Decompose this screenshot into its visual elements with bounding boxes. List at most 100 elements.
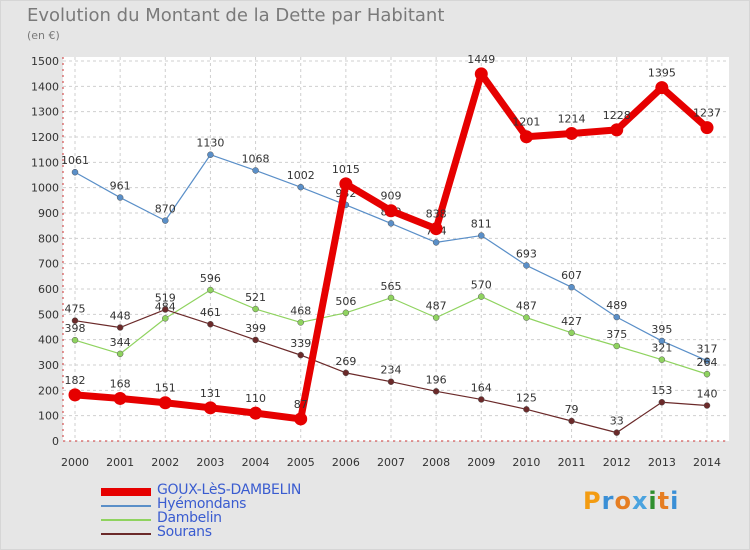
data-point (162, 217, 169, 224)
data-point (297, 319, 304, 326)
data-point (249, 406, 263, 420)
legend-swatch (101, 505, 151, 507)
data-label: 164 (471, 381, 492, 394)
data-label: 489 (606, 299, 627, 312)
data-label: 811 (471, 218, 492, 231)
data-point (432, 314, 440, 321)
x-tick-label: 2014 (693, 456, 721, 469)
data-label: 395 (651, 323, 672, 336)
data-point (429, 222, 443, 236)
data-label: 1015 (332, 163, 360, 176)
chart-unit-subtitle: (en €) (27, 29, 60, 42)
data-point (294, 412, 308, 426)
data-point (478, 396, 485, 403)
data-point (613, 429, 620, 436)
data-point (432, 388, 440, 395)
data-label: 1237 (693, 107, 721, 120)
data-point (252, 167, 259, 174)
legend-label: Hyémondans (157, 496, 247, 512)
data-label: 1214 (558, 112, 586, 125)
data-point (478, 232, 485, 239)
y-tick-label: 1400 (31, 80, 59, 93)
legend-swatch (101, 533, 151, 535)
data-point (113, 391, 127, 405)
data-label: 264 (697, 356, 718, 369)
x-tick-label: 2011 (558, 456, 586, 469)
data-point (568, 283, 575, 291)
legend-swatch (101, 519, 151, 521)
data-label: 870 (155, 203, 176, 216)
data-label: 375 (606, 328, 627, 341)
data-point (703, 370, 711, 378)
data-point (71, 317, 79, 324)
y-tick-label: 1200 (31, 131, 59, 144)
data-point (252, 305, 259, 313)
data-point (207, 286, 214, 294)
legend-label: GOUX-LèS-DAMBELIN (157, 482, 302, 498)
data-label: 961 (110, 180, 131, 193)
data-label: 838 (426, 208, 447, 221)
proxiti-logo: Proxiti (583, 487, 679, 515)
data-point (523, 406, 530, 413)
data-label: 79 (565, 403, 579, 416)
y-tick-label: 100 (38, 410, 59, 423)
y-tick-label: 0 (52, 435, 59, 448)
data-label: 1068 (242, 152, 270, 165)
data-point (703, 357, 711, 364)
x-tick-label: 2007 (377, 456, 405, 469)
y-tick-label: 1500 (31, 55, 59, 68)
data-point (116, 350, 124, 358)
x-tick-label: 2003 (196, 456, 224, 469)
y-tick-label: 300 (38, 359, 59, 372)
data-label: 33 (610, 415, 624, 428)
data-point (523, 262, 530, 269)
y-tick-label: 800 (38, 232, 59, 245)
data-point (568, 417, 575, 425)
data-point (384, 204, 398, 218)
data-point (610, 123, 624, 137)
data-label: 519 (155, 292, 176, 305)
y-tick-label: 200 (38, 384, 59, 397)
data-point (478, 293, 485, 300)
data-label: 131 (200, 387, 221, 400)
y-tick-label: 1100 (31, 156, 59, 169)
data-point (207, 151, 214, 158)
data-point (162, 315, 169, 322)
data-label: 565 (381, 280, 402, 293)
data-point (655, 81, 669, 95)
data-label: 196 (426, 373, 447, 386)
data-label: 448 (110, 310, 131, 323)
y-tick-label: 1000 (31, 182, 59, 195)
data-point (71, 336, 79, 344)
x-tick-label: 2002 (151, 456, 179, 469)
x-tick-label: 2012 (603, 456, 631, 469)
data-label: 110 (245, 392, 266, 405)
data-label: 1395 (648, 67, 676, 80)
data-point (474, 67, 488, 81)
data-label: 487 (516, 300, 537, 313)
logo-letter: x (631, 487, 649, 515)
x-tick-label: 2004 (242, 456, 270, 469)
plot-area (63, 57, 729, 441)
data-label: 1130 (196, 137, 224, 150)
data-label: 344 (110, 336, 131, 349)
legend-label: Dambelin (157, 510, 222, 526)
data-label: 182 (65, 374, 86, 387)
data-label: 269 (335, 355, 356, 368)
data-point (71, 168, 79, 176)
data-point (252, 336, 259, 344)
data-label: 521 (245, 291, 266, 304)
data-point (658, 356, 666, 363)
data-label: 1201 (512, 116, 540, 129)
data-point (432, 239, 440, 246)
data-label: 153 (651, 384, 672, 397)
legend-swatch (101, 488, 151, 496)
data-label: 151 (155, 382, 176, 395)
data-point (387, 378, 395, 385)
data-point (116, 194, 124, 201)
data-point (297, 183, 304, 191)
data-label: 317 (697, 343, 718, 356)
data-point (519, 130, 533, 144)
data-label: 468 (290, 304, 311, 317)
data-point (703, 402, 711, 409)
